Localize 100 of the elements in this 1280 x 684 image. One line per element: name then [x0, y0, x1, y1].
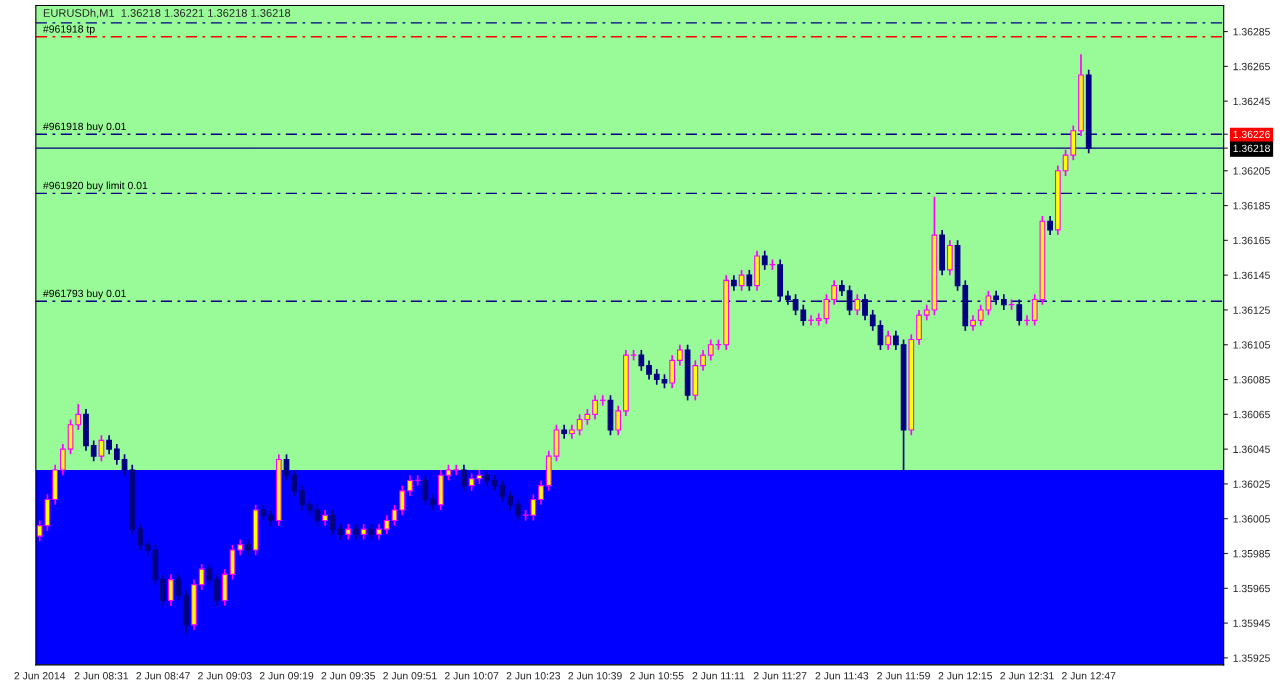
candlestick [137, 523, 143, 551]
candlestick [183, 589, 190, 635]
candlestick [731, 274, 737, 292]
y-tick-label: 1.35945 [1233, 619, 1270, 627]
candlestick [569, 423, 575, 440]
candlestick [376, 523, 382, 541]
candlestick [615, 404, 622, 437]
candlestick [198, 563, 205, 591]
candlestick [623, 349, 629, 417]
candlestick [561, 423, 568, 440]
candlestick [461, 463, 467, 492]
candlestick [453, 463, 460, 477]
candlestick [407, 474, 413, 497]
x-tick-label: 2 Jun 12:31 [1000, 672, 1054, 680]
candlestick [113, 443, 120, 466]
candlestick [383, 514, 390, 536]
candlestick [268, 509, 274, 527]
candlestick [700, 349, 706, 372]
ref-line-label: #961793 buy 0.01 [43, 289, 126, 300]
x-tick-label: 2 Jun 11:43 [815, 672, 869, 680]
ref-line-label: #961918 tp [43, 25, 95, 35]
y-tick-label: 1.36005 [1233, 515, 1270, 523]
y-tick-label: 1.36125 [1233, 306, 1270, 314]
candlestick [908, 333, 915, 437]
y-tick-label: 1.36145 [1233, 271, 1270, 280]
y-tick-label: 1.36226 [1233, 130, 1270, 139]
candlestick [299, 484, 305, 511]
candlestick [638, 349, 645, 372]
y-tick-label: 1.36185 [1233, 202, 1270, 210]
candlestick [839, 279, 845, 297]
y-tick-label: 1.35985 [1233, 550, 1270, 558]
candlestick [831, 279, 838, 306]
candlestick [507, 490, 514, 511]
candlestick [245, 538, 251, 557]
y-tick-label: 1.35925 [1233, 654, 1270, 662]
candlestick [322, 509, 328, 527]
y-tick-label: 1.36245 [1233, 97, 1270, 106]
candlestick [538, 479, 544, 506]
candlestick [854, 293, 861, 316]
x-tick-label: 2 Jun 10:55 [630, 672, 684, 680]
x-tick-label: 2 Jun 09:03 [198, 672, 252, 680]
candlestick [221, 568, 228, 607]
candlestick [106, 434, 112, 456]
candlestick [1054, 164, 1061, 236]
ref-line-label: #961920 buy limit 0.01 [43, 181, 148, 192]
candlestick [90, 439, 97, 463]
candlestick [59, 443, 66, 477]
candlestick [353, 523, 359, 541]
candlestick [916, 309, 922, 346]
candlestick [754, 249, 760, 292]
candlestick [761, 249, 768, 271]
candlestick [939, 229, 946, 276]
x-tick-label: 2 Jun 09:19 [259, 672, 314, 680]
candlestick [592, 394, 598, 421]
x-tick-label: 2 Jun 12:15 [938, 672, 993, 680]
y-tick-label: 1.36265 [1233, 62, 1270, 71]
candlestick [677, 343, 683, 367]
y-tick-label: 1.36218 [1233, 144, 1270, 153]
y-tick-label: 1.36105 [1233, 341, 1270, 349]
y-tick-label: 1.36065 [1233, 410, 1270, 419]
candlestick [746, 269, 753, 292]
candlestick [437, 469, 444, 511]
candlestick [430, 493, 436, 511]
candlestick [692, 359, 699, 402]
y-tick-label: 1.35965 [1233, 584, 1270, 593]
x-tick-label: 2 Jun 09:51 [383, 672, 437, 680]
candlestick [83, 408, 89, 452]
y-tick-label: 1.36205 [1233, 167, 1270, 175]
y-tick-label: 1.36285 [1233, 28, 1270, 36]
x-tick-label: 2 Jun 10:07 [444, 672, 499, 680]
candlestick [160, 573, 166, 607]
candlestick [515, 498, 521, 522]
candlestick [214, 573, 220, 607]
y-tick-label: 1.36165 [1233, 236, 1270, 245]
candlestick [646, 359, 652, 381]
x-tick-label: 2 Jun 2014 [14, 672, 66, 680]
candlestick [653, 368, 660, 386]
candlestick [329, 509, 336, 536]
candlestick [1078, 53, 1084, 137]
y-tick-label: 1.36025 [1233, 480, 1270, 488]
x-tick-label: 2 Jun 12:47 [1062, 672, 1116, 680]
x-tick-label: 2 Jun 11:11 [692, 672, 745, 680]
ref-line-label: #961918 buy 0.01 [43, 122, 126, 133]
candlestick [491, 474, 498, 492]
chart-title: EURUSDh,M1 1.36218 1.36221 1.36218 1.36218 [43, 8, 291, 19]
candlestick [545, 450, 552, 492]
candlestick [191, 578, 197, 631]
candlestick [52, 463, 58, 506]
x-tick-label: 2 Jun 08:47 [136, 672, 190, 680]
candlestick [275, 453, 282, 527]
candlestick [1000, 293, 1007, 311]
candlestick [669, 354, 676, 390]
candlestick [1047, 215, 1054, 236]
candlestick [484, 469, 490, 487]
candlestick [252, 503, 259, 557]
candlestick [399, 484, 406, 517]
x-tick-label: 2 Jun 10:23 [506, 672, 561, 680]
candlestick [167, 573, 174, 607]
candlestick [291, 469, 298, 497]
candlestick [345, 523, 352, 541]
